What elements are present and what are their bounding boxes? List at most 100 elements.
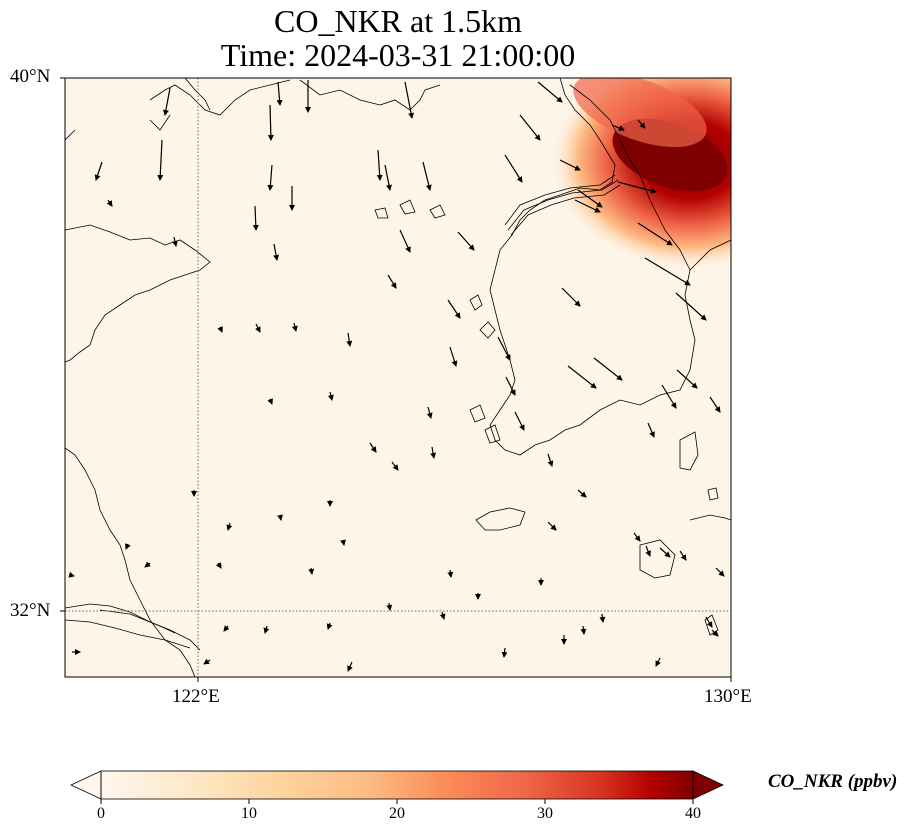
wind-arrow [384, 164, 392, 191]
wind-arrow [267, 398, 273, 405]
title-line-2: Time: 2024-03-31 21:00:00 [220, 37, 576, 73]
wind-arrow [340, 539, 346, 546]
wind-arrow [162, 87, 171, 116]
lat-tick-40n: 40°N [10, 66, 51, 87]
title-line-1: CO_NKR at 1.5km [274, 3, 522, 39]
wind-arrow [263, 625, 270, 634]
wind-arrow [559, 159, 581, 171]
wind-arrow [157, 139, 164, 181]
wind-arrow [617, 181, 657, 194]
wind-arrow [501, 647, 508, 658]
wind-arrow [655, 657, 661, 667]
wind-arrow [497, 336, 511, 361]
wind-arrow [547, 453, 554, 467]
wind-arrow [449, 346, 458, 367]
lon-tick-122e: 122°E [172, 686, 220, 707]
wind-arrow [267, 104, 274, 141]
wind-arrow [106, 199, 113, 207]
wind-arrow [391, 461, 399, 471]
wind-arrow [217, 326, 223, 333]
wind-arrow [369, 442, 377, 453]
wind-arrow [457, 231, 475, 251]
wind-arrow [504, 154, 523, 183]
wind-arrow [276, 81, 283, 106]
wind-arrow [399, 229, 411, 253]
wind-arrow [711, 629, 719, 637]
wind-arrow [273, 243, 280, 261]
wind-arrow [715, 567, 725, 577]
map-title: CO_NKR at 1.5km Time: 2024-03-31 21:00:0… [0, 4, 796, 72]
wind-arrow [659, 547, 671, 558]
wind-arrow [679, 550, 687, 561]
wind-arrow [447, 569, 454, 578]
wind-arrow [144, 561, 151, 568]
wind-arrow [567, 365, 597, 389]
colorbar-tick-30: 30 [537, 805, 553, 822]
wind-arrow [574, 199, 601, 213]
wind-arrow [709, 396, 721, 413]
wind-arrow [514, 411, 525, 431]
wind-arrow [267, 164, 274, 191]
wind-arrow [94, 161, 103, 181]
wind-arrow [223, 625, 230, 632]
wind-arrow [580, 625, 587, 635]
wind-arrow [346, 332, 353, 347]
wind-arrow [505, 376, 516, 396]
colorbar [70, 770, 724, 804]
wind-arrow [439, 611, 446, 620]
wind-arrow [599, 613, 606, 623]
wind-arrow [577, 489, 587, 498]
wind-arrow [327, 391, 334, 401]
wind-arrow [647, 422, 655, 438]
colorbar-gradient [101, 771, 693, 799]
colorbar-tick-40: 40 [685, 805, 701, 822]
wind-arrow [386, 602, 393, 611]
wind-arrow [226, 522, 233, 531]
wind-arrow [705, 616, 713, 628]
lon-tick-130e: 130°E [704, 686, 752, 707]
wind-arrow [387, 274, 397, 289]
gridlines [65, 78, 731, 677]
wind-arrow [430, 446, 437, 459]
wind-arrow [537, 81, 563, 103]
wind-vectors [68, 80, 725, 672]
colorbar-extend-low [70, 770, 102, 800]
colorbar-tick-20: 20 [389, 805, 405, 822]
wind-arrow [426, 406, 433, 419]
coastlines [65, 78, 731, 677]
map-frame [64, 77, 732, 678]
tick-marks [60, 77, 732, 682]
wind-arrow [547, 521, 557, 531]
wind-arrow [593, 357, 623, 381]
wind-arrow [171, 236, 178, 247]
lat-tick-32n: 32°N [10, 600, 51, 621]
wind-arrow [447, 299, 461, 319]
wind-arrow [68, 571, 75, 578]
wind-arrow [215, 562, 222, 569]
wind-arrow [637, 119, 646, 129]
wind-arrow [519, 114, 541, 141]
colorbar-tick-10: 10 [241, 805, 257, 822]
wind-arrow [277, 514, 283, 521]
jeju-island [475, 507, 526, 531]
wind-arrow [561, 287, 581, 307]
wind-arrow [203, 658, 211, 665]
wind-arrow [404, 81, 414, 119]
wind-arrow [633, 532, 641, 542]
co-plume-secondary [573, 78, 707, 147]
wind-arrow [422, 161, 432, 191]
wind-arrow [645, 545, 651, 557]
wind-arrow [255, 323, 261, 333]
wind-arrow [252, 205, 259, 231]
colorbar-label: CO_NKR (ppbv) [768, 771, 898, 792]
wind-arrow [376, 149, 383, 181]
wind-arrow [675, 292, 707, 321]
wind-arrow [676, 369, 698, 389]
wind-arrow [125, 543, 131, 550]
wind-arrow [661, 384, 677, 409]
wind-arrow [291, 322, 298, 332]
wind-arrow [347, 661, 353, 672]
wind-arrow [611, 124, 625, 131]
colorbar-extend-high [692, 770, 724, 800]
